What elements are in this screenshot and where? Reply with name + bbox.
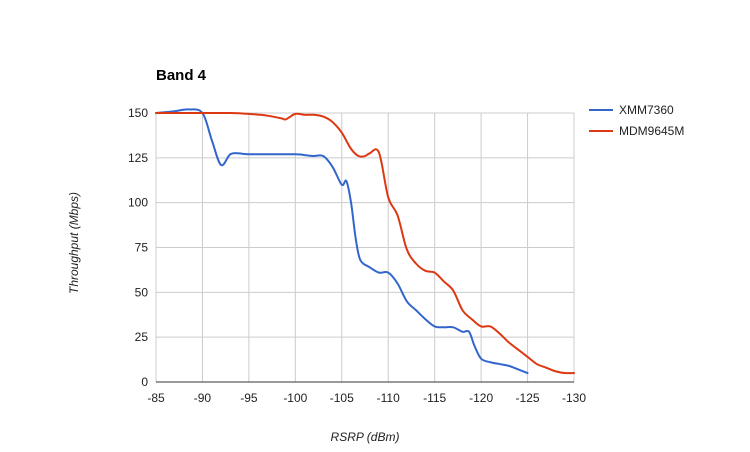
y-tick-label: 150 — [128, 106, 148, 120]
x-axis-title: RSRP (dBm) — [331, 430, 400, 444]
x-tick-label: -120 — [469, 391, 493, 405]
y-tick-label: 100 — [128, 196, 148, 210]
y-axis-ticks: 0 25 50 75 100 125 150 — [128, 106, 148, 389]
series-line-xmm7360 — [155, 108, 529, 375]
chart-title: Band 4 — [156, 67, 207, 84]
x-tick-label: -105 — [330, 391, 354, 405]
legend: XMM7360 MDM9645M — [589, 103, 684, 138]
legend-label-xmm7360: XMM7360 — [619, 103, 674, 117]
x-tick-label: -115 — [423, 391, 446, 405]
x-tick-label: -85 — [147, 391, 165, 405]
gridlines — [155, 112, 575, 383]
series-line-mdm9645m — [155, 111, 575, 375]
x-axis-ticks: -85 -90 -95 -100 -105 -110 -115 -120 -125 -130 — [147, 391, 586, 405]
x-tick-label: -125 — [516, 391, 540, 405]
y-tick-label: 0 — [141, 375, 148, 389]
series-lines — [155, 108, 575, 375]
x-tick-label: -110 — [377, 391, 400, 405]
x-tick-label: -95 — [240, 391, 258, 405]
y-axis-title: Throughput (Mbps) — [67, 192, 81, 294]
x-tick-label: -100 — [283, 391, 307, 405]
x-tick-label: -90 — [194, 391, 212, 405]
x-tick-label: -130 — [562, 391, 586, 405]
y-tick-label: 75 — [135, 241, 149, 255]
legend-label-mdm9645m: MDM9645M — [619, 124, 684, 138]
y-tick-label: 50 — [135, 285, 149, 299]
y-tick-label: 125 — [128, 151, 148, 165]
y-tick-label: 25 — [135, 330, 149, 344]
